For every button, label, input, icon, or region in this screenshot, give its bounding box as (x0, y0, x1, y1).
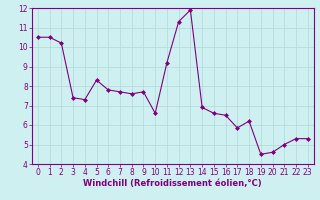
X-axis label: Windchill (Refroidissement éolien,°C): Windchill (Refroidissement éolien,°C) (84, 179, 262, 188)
